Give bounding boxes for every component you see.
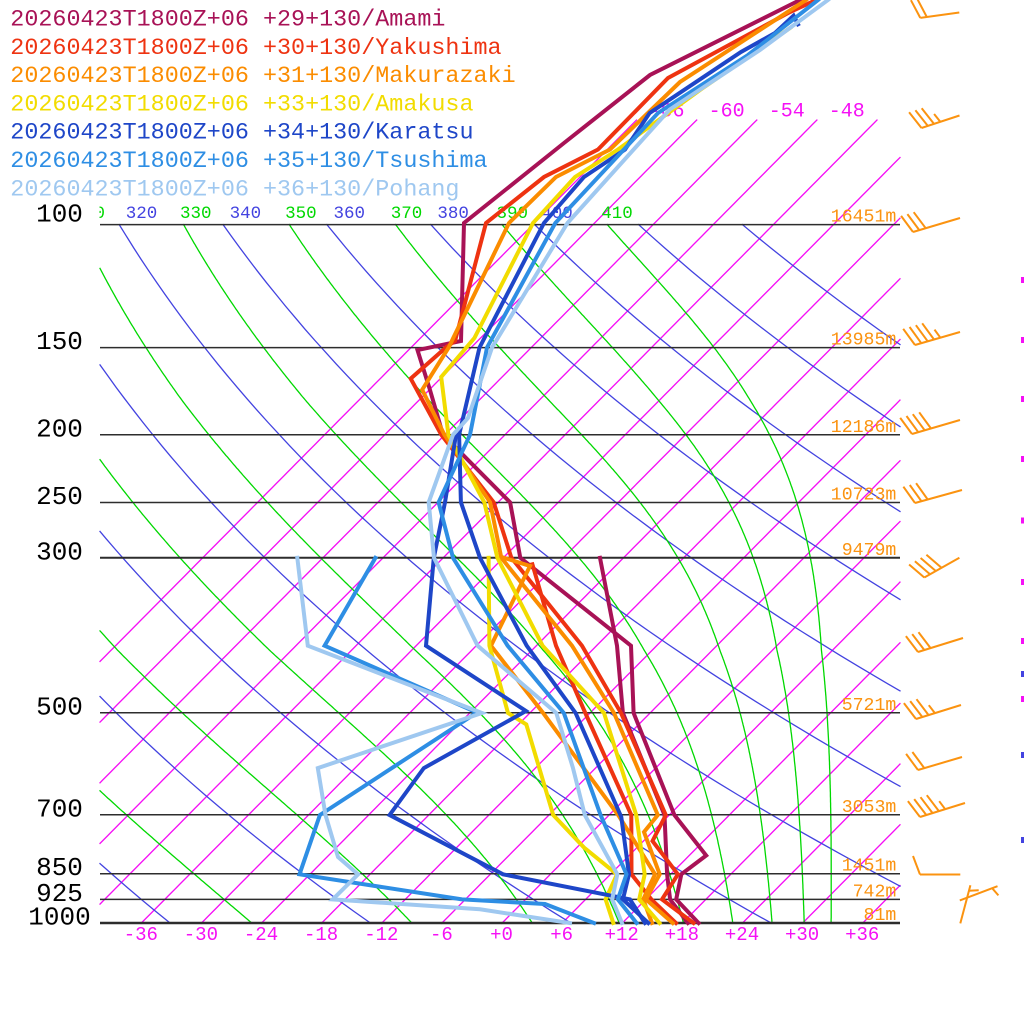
svg-text:-12: -12 — [364, 924, 398, 946]
svg-text:742m: 742m — [853, 882, 897, 902]
svg-text:150: 150 — [36, 327, 83, 357]
svg-text:1000: 1000 — [28, 903, 90, 933]
svg-text:+24: +24 — [725, 924, 759, 946]
svg-text:20260423T1800Z+06 +36+130/Poha: 20260423T1800Z+06 +36+130/Pohang — [10, 177, 459, 203]
svg-text:+18: +18 — [665, 924, 699, 946]
svg-text:1451m: 1451m — [842, 857, 897, 877]
svg-text:20260423T1800Z+06 +33+130/Amak: 20260423T1800Z+06 +33+130/Amakusa — [10, 92, 473, 118]
svg-text:320: 320 — [126, 204, 158, 224]
svg-text:370: 370 — [391, 204, 423, 224]
svg-text:-54: -54 — [769, 101, 805, 124]
svg-text:500: 500 — [36, 692, 83, 722]
svg-text:250: 250 — [36, 482, 83, 512]
svg-text:13985m: 13985m — [831, 331, 897, 351]
svg-text:-18: -18 — [304, 924, 338, 946]
svg-text:-36: -36 — [124, 924, 158, 946]
svg-text:300: 300 — [36, 537, 83, 567]
svg-text:20260423T1800Z+06 +30+130/Yaku: 20260423T1800Z+06 +30+130/Yakushima — [10, 36, 501, 62]
svg-text:100: 100 — [36, 200, 83, 230]
svg-text:3053m: 3053m — [842, 798, 897, 818]
svg-text:850: 850 — [36, 853, 83, 883]
svg-text:-60: -60 — [709, 101, 745, 124]
svg-text:12186m: 12186m — [831, 418, 897, 438]
svg-text:-6: -6 — [430, 924, 453, 946]
svg-text:350: 350 — [285, 204, 317, 224]
svg-text:+36: +36 — [845, 924, 879, 946]
svg-text:+30: +30 — [785, 924, 819, 946]
svg-text:-30: -30 — [184, 924, 218, 946]
svg-text:340: 340 — [230, 204, 262, 224]
svg-text:410: 410 — [601, 204, 633, 224]
svg-text:925: 925 — [36, 879, 83, 909]
svg-text:200: 200 — [36, 414, 83, 444]
svg-text:360: 360 — [334, 204, 366, 224]
svg-text:16451m: 16451m — [831, 208, 897, 228]
svg-text:20260423T1800Z+06 +31+130/Maku: 20260423T1800Z+06 +31+130/Makurazaki — [10, 64, 515, 90]
svg-text:-24: -24 — [244, 924, 278, 946]
svg-text:+12: +12 — [605, 924, 639, 946]
svg-text:20260423T1800Z+06 +35+130/Tsus: 20260423T1800Z+06 +35+130/Tsushima — [10, 149, 487, 175]
svg-text:20260423T1800Z+06 +29+130/Amam: 20260423T1800Z+06 +29+130/Amami — [10, 8, 445, 34]
svg-text:310: 310 — [74, 204, 106, 224]
svg-text:330: 330 — [180, 204, 212, 224]
svg-text:380: 380 — [437, 204, 469, 224]
svg-text:+0: +0 — [490, 924, 513, 946]
svg-text:-48: -48 — [829, 101, 865, 124]
svg-text:+6: +6 — [550, 924, 573, 946]
svg-text:10723m: 10723m — [831, 486, 897, 506]
svg-text:700: 700 — [36, 794, 83, 824]
svg-text:81m: 81m — [864, 906, 897, 926]
svg-text:20260423T1800Z+06 +34+130/Kara: 20260423T1800Z+06 +34+130/Karatsu — [10, 121, 473, 147]
svg-text:5721m: 5721m — [842, 696, 897, 716]
svg-text:9479m: 9479m — [842, 541, 897, 561]
